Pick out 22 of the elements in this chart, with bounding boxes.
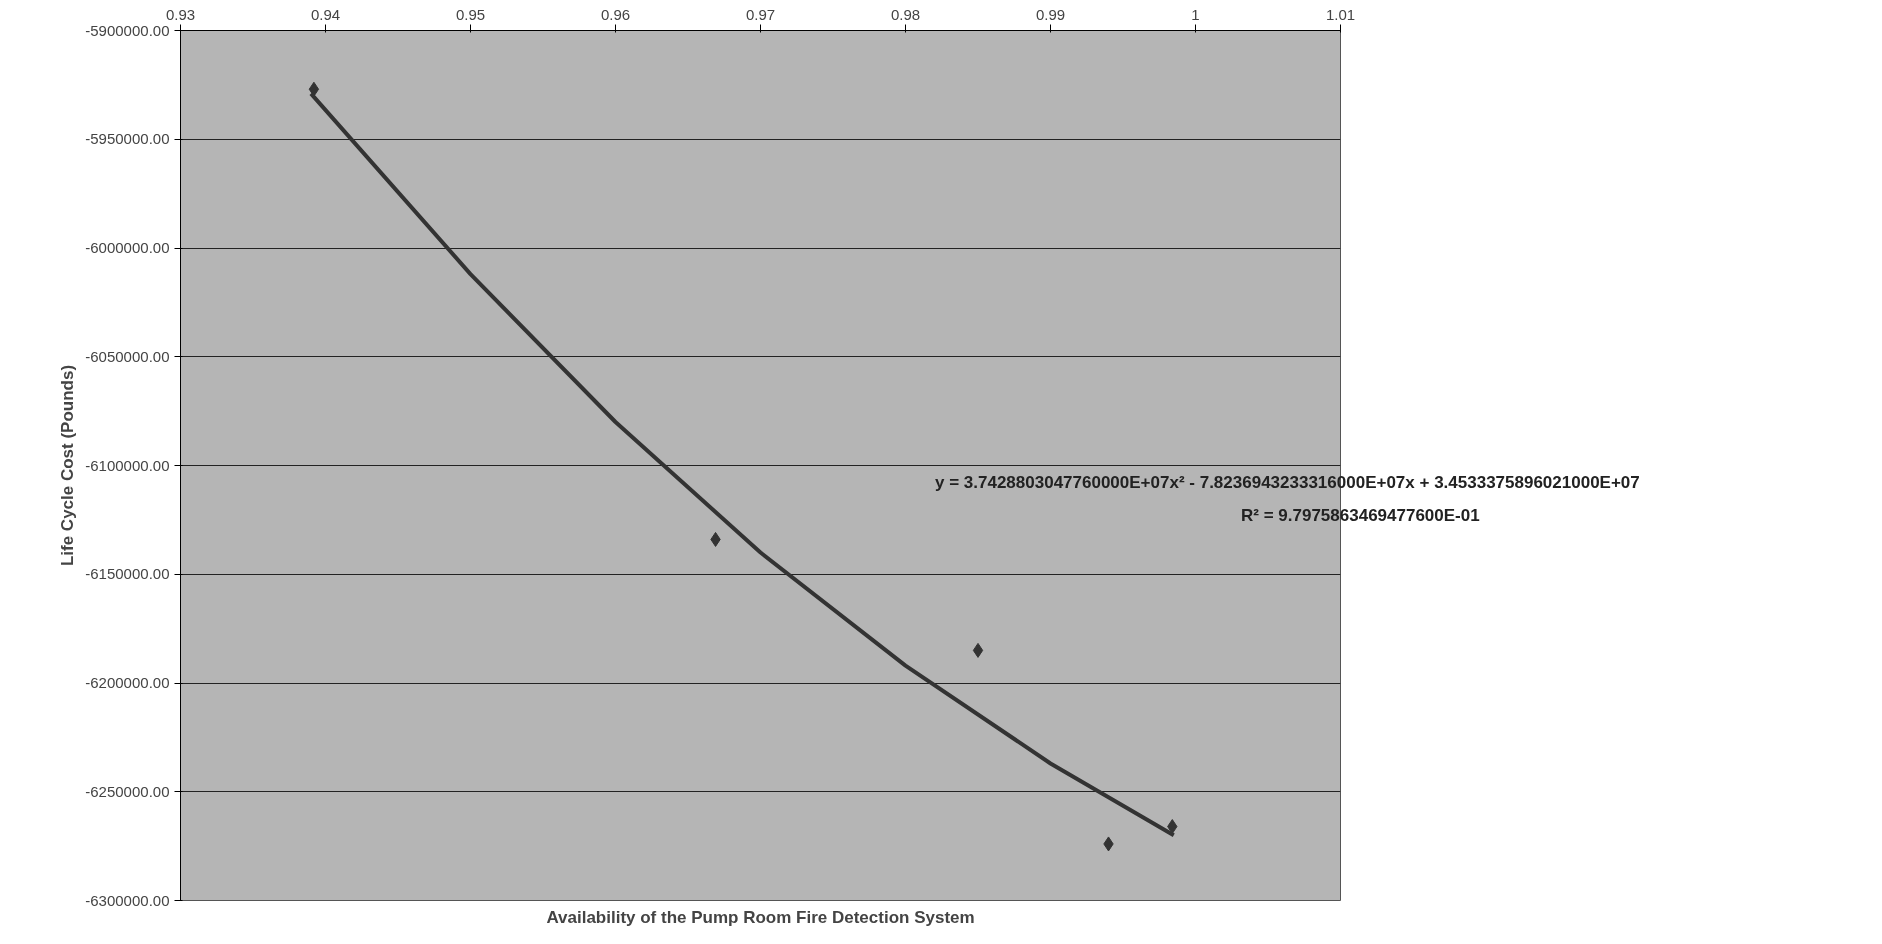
x-axis-title: Availability of the Pump Room Fire Detection System: [546, 907, 975, 927]
x-tick-label: 0.95: [455, 5, 486, 23]
x-tick-label: 0.93: [165, 5, 196, 23]
y-tick-label: -6150000.00: [85, 565, 170, 583]
y-tick-label: -6250000.00: [85, 782, 170, 800]
point: [308, 81, 320, 97]
y-tick-label: -5900000.00: [85, 21, 170, 39]
x-tick-label: 0.97: [745, 5, 776, 23]
x-tick-label: 0.98: [890, 5, 921, 23]
x-tick-label: 1.01: [1325, 5, 1356, 23]
y-tick-label: -6200000.00: [85, 674, 170, 691]
y-tick-label: -6000000.00: [85, 239, 170, 256]
x-tick-label: 0.96: [600, 5, 631, 23]
y-axis-title: Life Cycle Cost (Pounds): [58, 364, 78, 567]
y-tick-label: -6100000.00: [85, 456, 170, 474]
y-tick-label: -6300000.00: [85, 891, 170, 909]
point: [972, 642, 984, 658]
x-tick-label: 0.94: [310, 5, 341, 23]
y-tick-label: -5950000.00: [85, 130, 170, 148]
y-tick-label: -6050000.00: [85, 347, 170, 365]
x-tick-label: 0.99: [1035, 5, 1066, 23]
x-tick-label: 1: [1191, 5, 1200, 23]
